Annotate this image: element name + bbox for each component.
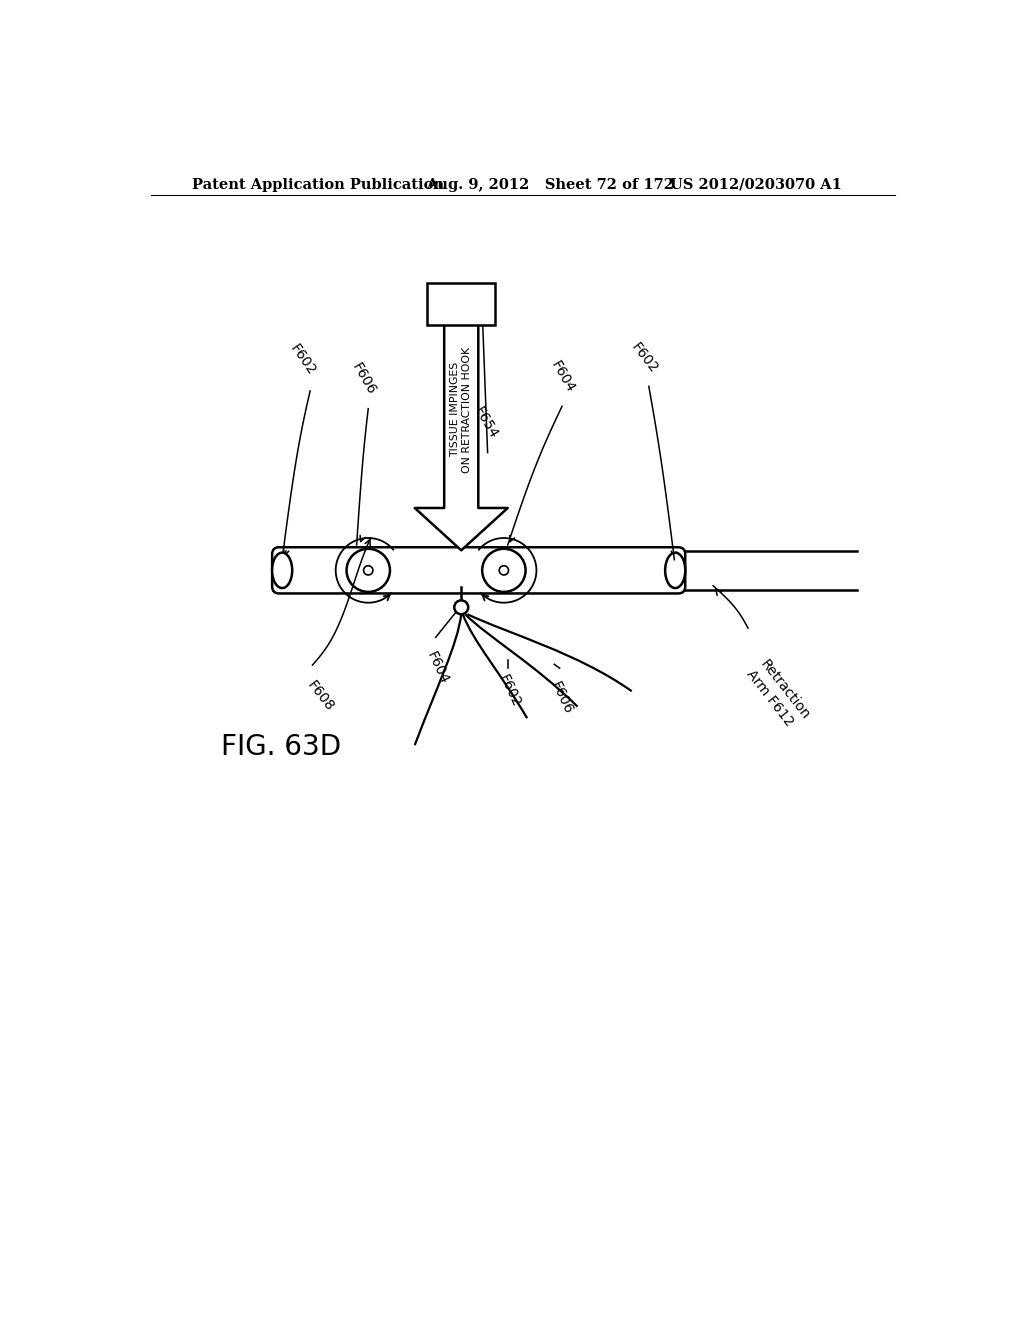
Bar bbox=[427, 282, 496, 326]
Text: F604: F604 bbox=[424, 649, 452, 686]
FancyBboxPatch shape bbox=[272, 548, 685, 594]
Text: F654: F654 bbox=[471, 405, 500, 442]
Text: F602: F602 bbox=[628, 339, 660, 376]
Text: F608: F608 bbox=[305, 678, 337, 714]
Text: FIG. 63D: FIG. 63D bbox=[221, 734, 341, 762]
Text: US 2012/0203070 A1: US 2012/0203070 A1 bbox=[671, 178, 843, 191]
Text: F602: F602 bbox=[496, 673, 523, 710]
Text: Retraction
Arm F612: Retraction Arm F612 bbox=[744, 657, 812, 733]
Text: TISSUE IMPINGES
ON RETRACTION HOOK: TISSUE IMPINGES ON RETRACTION HOOK bbox=[451, 347, 472, 473]
Text: Aug. 9, 2012   Sheet 72 of 172: Aug. 9, 2012 Sheet 72 of 172 bbox=[426, 178, 675, 191]
Text: F606: F606 bbox=[548, 680, 575, 717]
Ellipse shape bbox=[272, 553, 292, 589]
Ellipse shape bbox=[666, 553, 685, 589]
Polygon shape bbox=[415, 319, 508, 550]
Circle shape bbox=[364, 566, 373, 576]
Text: F606: F606 bbox=[349, 360, 378, 397]
Text: F604: F604 bbox=[548, 359, 578, 396]
Text: F602: F602 bbox=[287, 342, 318, 378]
Circle shape bbox=[482, 549, 525, 591]
Circle shape bbox=[455, 601, 468, 614]
Circle shape bbox=[346, 549, 390, 591]
Circle shape bbox=[500, 566, 509, 576]
Text: Patent Application Publication: Patent Application Publication bbox=[191, 178, 443, 191]
